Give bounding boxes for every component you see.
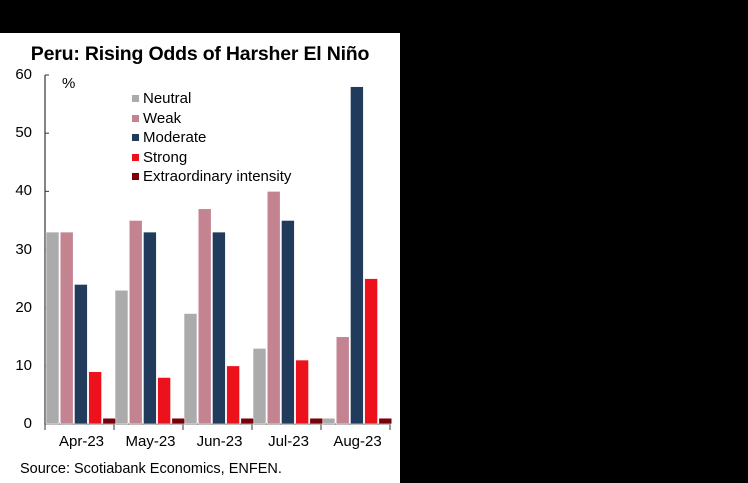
legend-swatch-icon <box>132 173 139 181</box>
y-tick-label: 30 <box>15 240 32 258</box>
bar-neutral <box>183 313 198 425</box>
legend-item: Extraordinary intensity <box>132 167 291 187</box>
y-tick-label: 40 <box>15 182 32 200</box>
y-tick-label: 50 <box>15 124 32 142</box>
legend-swatch-icon <box>132 114 139 122</box>
bar-strong <box>226 365 240 425</box>
x-tick-label: May-23 <box>125 433 176 450</box>
legend-label: Strong <box>143 148 188 166</box>
bar-moderate <box>281 220 295 425</box>
x-tick-label: Jun-23 <box>196 433 243 450</box>
bar-extraordinary-intensity <box>102 417 117 425</box>
bar-neutral <box>252 348 267 425</box>
source-note: Source: Scotiabank Economics, ENFEN. <box>20 461 282 477</box>
bar-extraordinary-intensity <box>240 417 255 425</box>
bar-weak <box>197 208 212 425</box>
bar-extraordinary-intensity <box>378 417 393 425</box>
chart-title: Peru: Rising Odds of Harsher El Niño <box>30 43 370 65</box>
legend-swatch-icon <box>132 134 139 142</box>
legend: Neutral Weak Moderate Strong Extraordinary i… <box>132 89 291 187</box>
x-tick-label: Aug-23 <box>333 433 382 450</box>
legend-item: Strong <box>132 148 291 168</box>
bar-extraordinary-intensity <box>309 417 324 425</box>
bar-neutral <box>45 231 60 425</box>
y-tick-label: 20 <box>15 298 32 316</box>
bar-strong <box>88 371 102 425</box>
legend-label: Extraordinary intensity <box>143 168 292 186</box>
bar-moderate <box>143 231 157 425</box>
x-tick-label: Apr-23 <box>58 433 105 450</box>
bar-moderate <box>350 86 364 425</box>
unit-label: % <box>62 75 76 92</box>
bar-moderate <box>74 284 88 425</box>
legend-label: Weak <box>143 109 182 127</box>
bar-strong <box>364 278 378 425</box>
bar-weak <box>335 336 350 425</box>
legend-swatch-icon <box>132 153 139 161</box>
y-tick-label: 0 <box>23 415 32 432</box>
legend-swatch-icon <box>132 95 139 103</box>
y-tick-label: 60 <box>15 66 32 83</box>
legend-label: Neutral <box>143 90 192 108</box>
bar-neutral <box>321 417 336 425</box>
legend-item: Moderate <box>132 128 291 148</box>
chart-panel: Peru: Rising Odds of Harsher El Niño 0 10… <box>0 33 400 483</box>
x-tick-label: Jul-23 <box>268 433 309 450</box>
legend-item: Weak <box>132 109 291 129</box>
bar-weak <box>128 220 143 425</box>
bar-extraordinary-intensity <box>171 417 186 425</box>
bar-neutral <box>114 289 129 425</box>
legend-label: Moderate <box>143 129 207 147</box>
bar-strong <box>295 359 309 425</box>
bar-weak <box>59 231 74 425</box>
legend-item: Neutral <box>132 89 291 109</box>
plot-area <box>44 74 393 430</box>
bar-strong <box>157 377 171 425</box>
bar-weak <box>266 191 281 425</box>
bar-moderate <box>212 231 226 425</box>
y-tick-label: 10 <box>15 356 32 374</box>
